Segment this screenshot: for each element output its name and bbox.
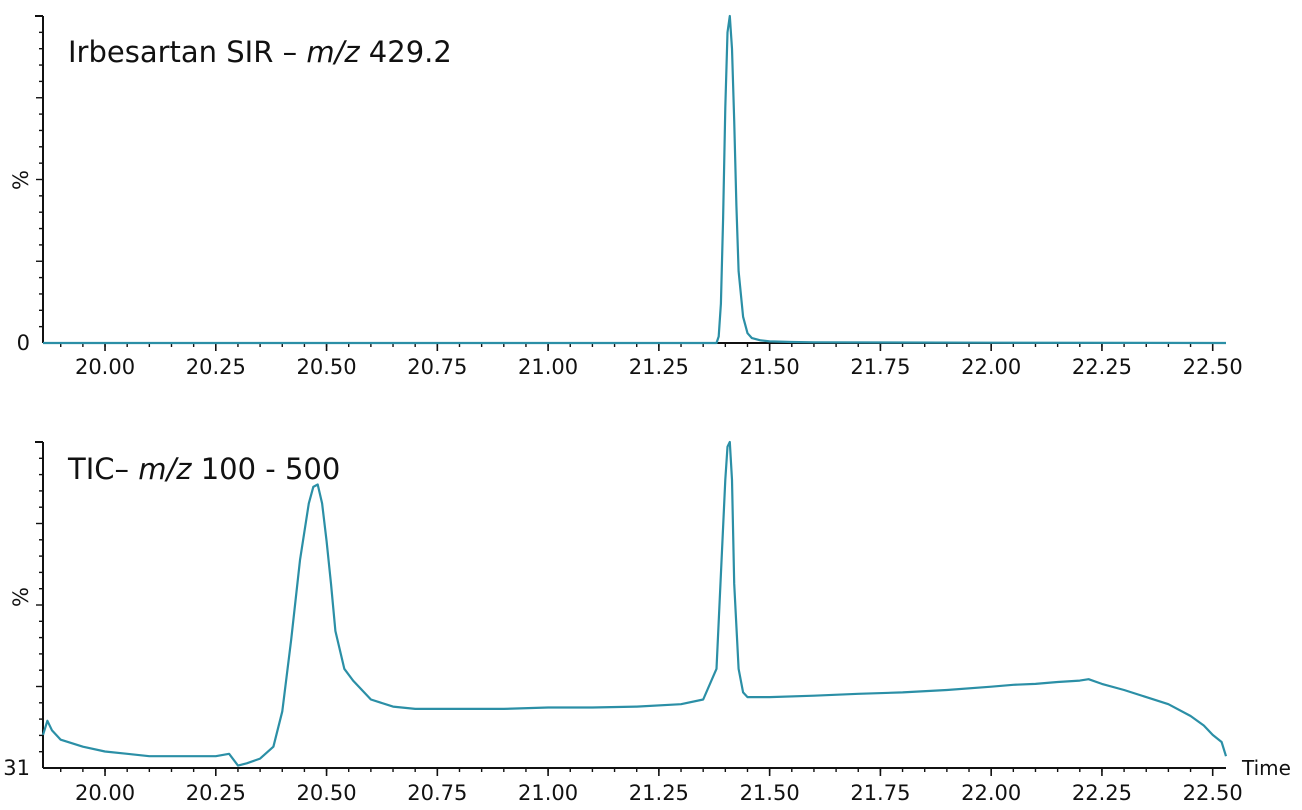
x-tick-label: 22.50 [1183, 781, 1243, 805]
x-axis-label: Time [1241, 756, 1291, 780]
x-tick-label: 20.00 [75, 355, 135, 379]
x-tick-label: 21.75 [850, 781, 910, 805]
x-tick-label: 22.25 [1072, 781, 1132, 805]
panel-irbesartan-sir: Irbesartan SIR – m/z 429.2 % 0 20.00 20.2… [9, 14, 1243, 379]
x-tick-label: 20.75 [407, 781, 467, 805]
x-tick-label: 22.50 [1183, 355, 1243, 379]
series-line [41, 440, 1228, 767]
y-tick-label: 0 [17, 331, 30, 355]
y-axis-label: % [9, 170, 33, 190]
series-line [43, 14, 1227, 345]
x-tick-label: 21.25 [629, 355, 689, 379]
x-tick-label: 21.50 [740, 355, 800, 379]
x-tick-label: 21.00 [518, 355, 578, 379]
x-tick-label: 20.50 [297, 355, 357, 379]
x-tick-label: 21.25 [629, 781, 689, 805]
x-tick-label: 22.25 [1072, 355, 1132, 379]
x-tick-label: 21.50 [740, 781, 800, 805]
x-tick-label: 22.00 [961, 781, 1021, 805]
panel-tic: TIC– m/z 100 - 500 % 31 Time 20.00 20.25 2… [3, 440, 1291, 805]
panel-title: Irbesartan SIR – m/z 429.2 [68, 35, 452, 69]
x-tick-label: 20.50 [297, 781, 357, 805]
x-tick-label: 20.25 [186, 355, 246, 379]
y-tick-label: 31 [3, 756, 30, 780]
x-tick-label: 22.00 [961, 355, 1021, 379]
x-tick-label: 20.25 [186, 781, 246, 805]
x-tick-label: 20.00 [75, 781, 135, 805]
panel-title: TIC– m/z 100 - 500 [67, 452, 340, 486]
x-tick-label: 20.75 [407, 355, 467, 379]
x-tick-label: 21.00 [518, 781, 578, 805]
x-tick-label: 21.75 [850, 355, 910, 379]
y-axis-label: % [9, 587, 33, 607]
